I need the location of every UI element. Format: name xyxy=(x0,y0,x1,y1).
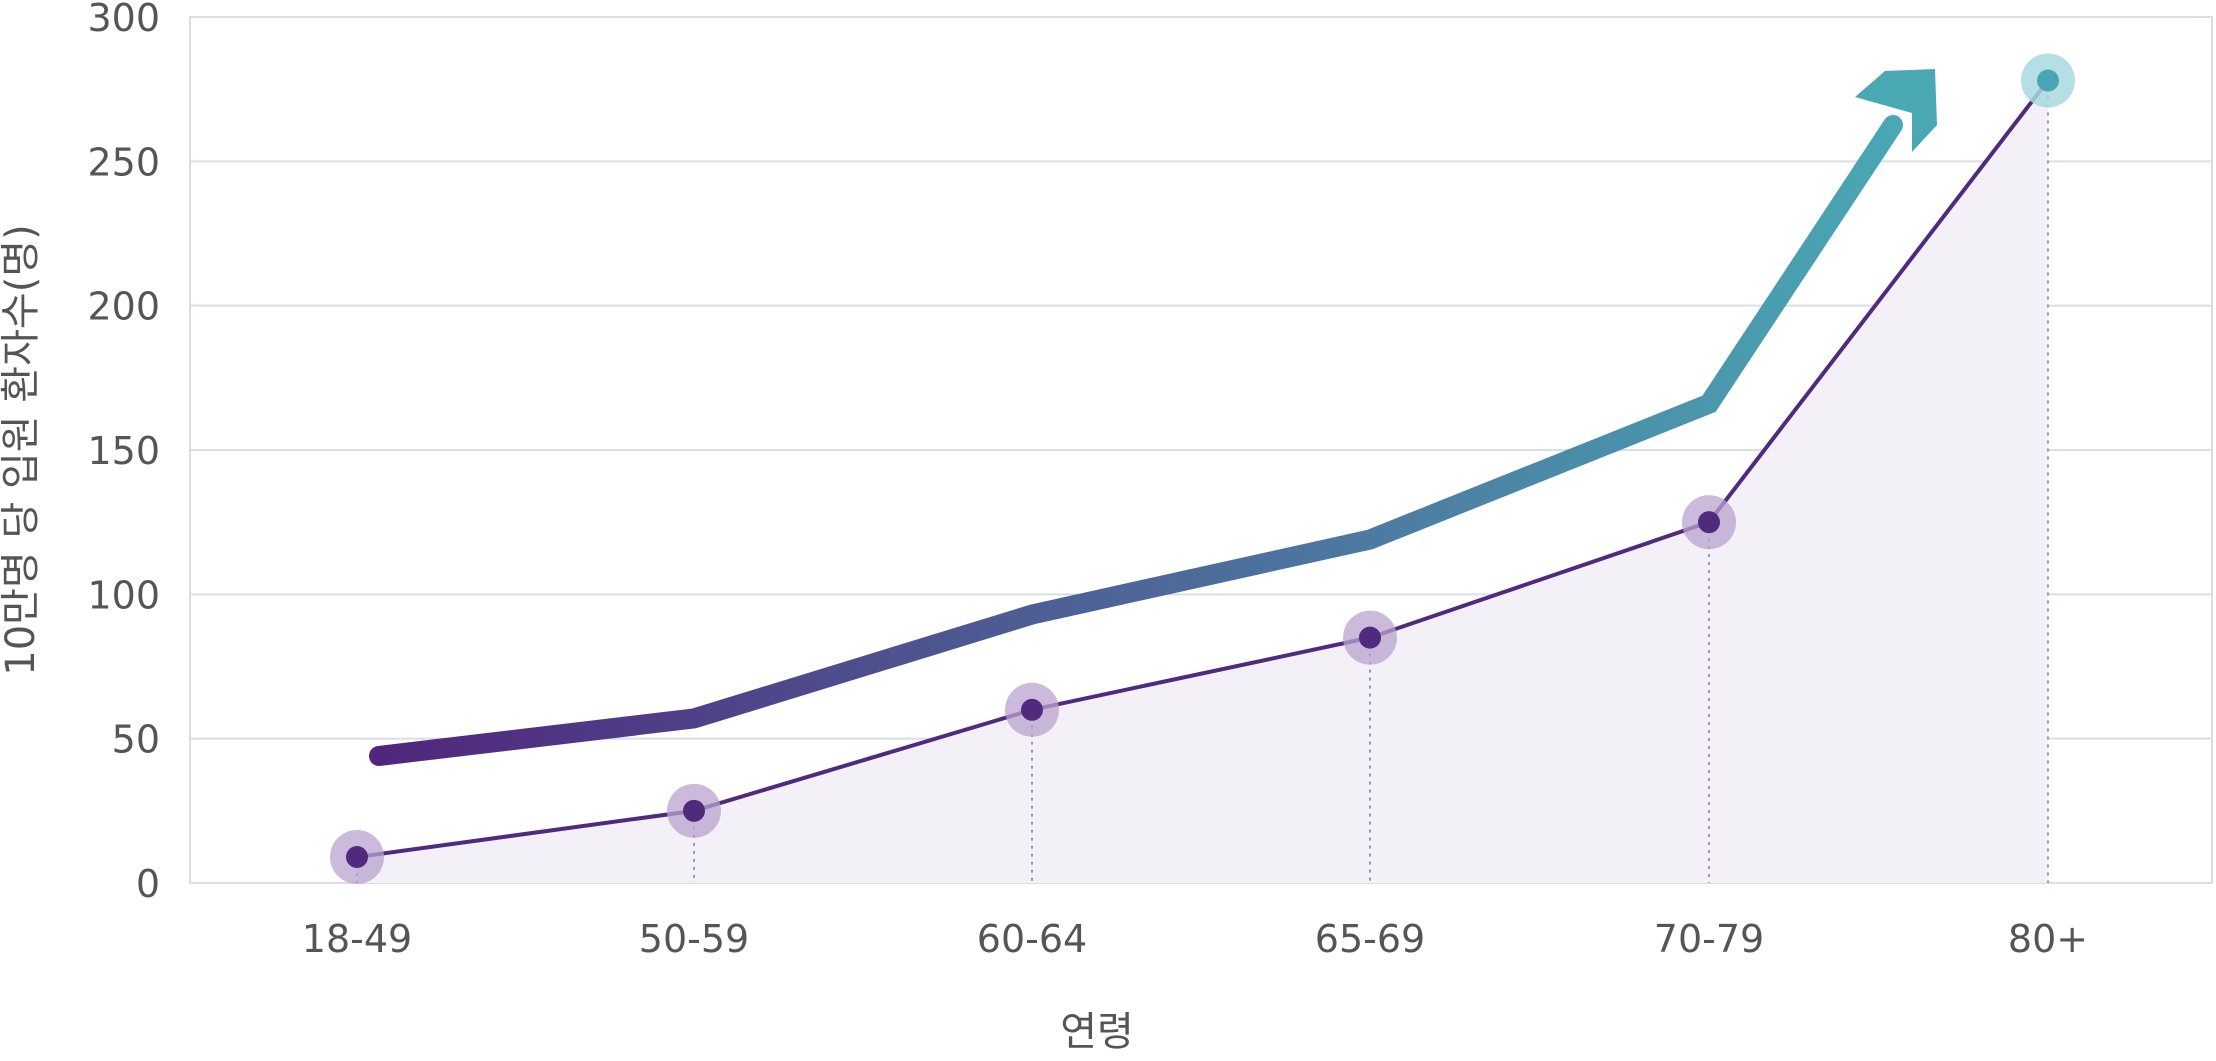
drop-lines xyxy=(356,80,2049,883)
data-point xyxy=(1021,698,1043,721)
y-tick-label: 0 xyxy=(136,862,160,906)
x-tick-labels: 18-49 50-59 60-64 65-69 70-79 80+ xyxy=(302,917,2088,961)
y-tick-labels: 0 50 100 150 200 250 300 xyxy=(87,0,160,906)
y-tick-label: 250 xyxy=(87,140,160,184)
data-point xyxy=(1359,626,1381,649)
series-polyline xyxy=(356,79,2050,860)
x-tick-label: 65-69 xyxy=(1315,917,1425,961)
markers xyxy=(330,53,2075,885)
data-point xyxy=(1698,511,1720,534)
data-point xyxy=(683,799,705,822)
trend-arrow xyxy=(369,69,1937,766)
y-tick-label: 200 xyxy=(87,285,160,329)
area-region xyxy=(357,80,2048,884)
y-tick-label: 100 xyxy=(87,573,160,617)
x-tick-label: 50-59 xyxy=(639,917,749,961)
series-line xyxy=(356,79,2050,860)
y-tick-label: 300 xyxy=(87,0,160,40)
x-tick-label: 80+ xyxy=(2008,917,2088,961)
x-tick-label: 70-79 xyxy=(1654,917,1764,961)
x-axis-label: 연령 xyxy=(1060,1009,1134,1055)
y-axis-label: 10만명 당 입원 환자수(명) xyxy=(0,224,44,675)
area-fill xyxy=(357,80,2048,884)
trend-arrow-shaft xyxy=(369,115,1903,766)
trend-arrow-head xyxy=(1855,69,1937,152)
data-point xyxy=(2037,69,2059,92)
data-point xyxy=(346,846,368,869)
y-tick-label: 150 xyxy=(87,429,160,473)
x-tick-label: 18-49 xyxy=(302,917,412,961)
x-tick-label: 60-64 xyxy=(977,917,1087,961)
y-tick-label: 50 xyxy=(112,718,160,762)
